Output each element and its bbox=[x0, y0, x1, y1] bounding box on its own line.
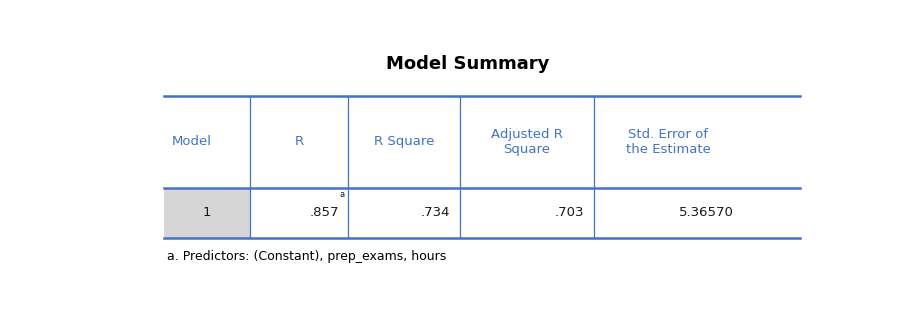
Text: R Square: R Square bbox=[373, 135, 435, 148]
Text: Model Summary: Model Summary bbox=[386, 55, 550, 73]
Text: .703: .703 bbox=[555, 207, 584, 219]
Text: .734: .734 bbox=[421, 207, 451, 219]
Text: a. Predictors: (Constant), prep_exams, hours: a. Predictors: (Constant), prep_exams, h… bbox=[167, 251, 446, 263]
Text: 1: 1 bbox=[203, 207, 211, 219]
Text: R: R bbox=[294, 135, 303, 148]
Text: a: a bbox=[340, 190, 345, 199]
Text: Model: Model bbox=[173, 135, 212, 148]
Text: .857: .857 bbox=[310, 207, 339, 219]
Text: Adjusted R
Square: Adjusted R Square bbox=[490, 128, 562, 156]
Text: 5.36570: 5.36570 bbox=[679, 207, 734, 219]
Text: Std. Error of
the Estimate: Std. Error of the Estimate bbox=[626, 128, 711, 156]
